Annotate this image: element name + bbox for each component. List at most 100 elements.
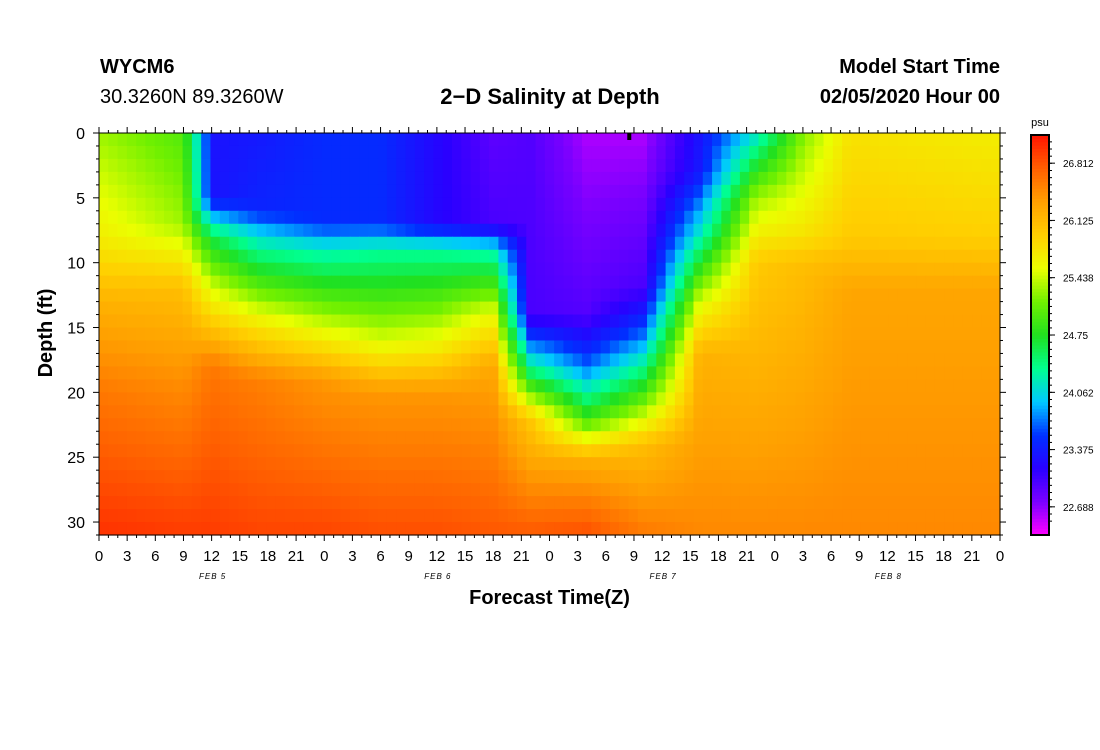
colorbar-segment bbox=[1031, 485, 1049, 489]
heatmap-cell bbox=[730, 483, 741, 497]
heatmap-cell bbox=[823, 470, 834, 484]
heatmap-cell bbox=[405, 288, 416, 303]
heatmap-cell bbox=[962, 223, 973, 238]
heatmap-cell bbox=[758, 366, 769, 380]
heatmap-cell bbox=[191, 366, 202, 380]
heatmap-cell bbox=[749, 340, 760, 355]
heatmap-cell bbox=[424, 444, 434, 458]
colorbar-tick-label: 23.375 bbox=[1063, 446, 1094, 457]
heatmap-cell bbox=[804, 509, 815, 523]
heatmap-cell bbox=[451, 522, 462, 536]
heatmap-cell bbox=[869, 522, 880, 536]
heatmap-cell bbox=[619, 509, 630, 523]
heatmap-cell bbox=[693, 392, 704, 406]
heatmap-cell bbox=[832, 405, 843, 419]
colorbar-tick-label: 25.438 bbox=[1063, 274, 1094, 285]
heatmap-cell bbox=[934, 444, 945, 458]
heatmap-cell bbox=[507, 158, 518, 173]
heatmap-cell bbox=[962, 379, 973, 393]
heatmap-cell bbox=[777, 470, 787, 484]
heatmap-cell bbox=[544, 171, 555, 186]
heatmap-cell bbox=[609, 301, 620, 316]
heatmap-cell bbox=[229, 314, 239, 329]
heatmap-cell bbox=[647, 133, 657, 147]
heatmap-cell bbox=[331, 522, 342, 536]
heatmap-cell bbox=[934, 353, 945, 368]
heatmap-cell bbox=[247, 184, 258, 199]
heatmap-cell bbox=[851, 133, 862, 147]
heatmap-cell bbox=[786, 405, 797, 419]
heatmap-cell bbox=[266, 197, 277, 212]
heatmap-cell bbox=[674, 340, 685, 355]
heatmap-cell bbox=[674, 223, 685, 238]
heatmap-cell bbox=[321, 262, 332, 277]
heatmap-cell bbox=[804, 431, 815, 445]
heatmap-cell bbox=[507, 340, 518, 355]
heatmap-cell bbox=[349, 496, 360, 510]
heatmap-cell bbox=[266, 249, 277, 264]
heatmap-cell bbox=[600, 171, 611, 186]
heatmap-cell bbox=[535, 496, 546, 510]
heatmap-cell bbox=[888, 379, 899, 393]
heatmap-cell bbox=[544, 522, 555, 536]
heatmap-cell bbox=[777, 418, 787, 432]
heatmap-cell bbox=[674, 431, 685, 445]
colorbar-segment bbox=[1031, 405, 1049, 409]
heatmap-cell bbox=[916, 184, 927, 199]
heatmap-cell bbox=[953, 223, 964, 238]
heatmap-cell bbox=[238, 262, 249, 277]
heatmap-cell bbox=[173, 457, 184, 471]
heatmap-cell bbox=[637, 431, 648, 445]
heatmap-cell bbox=[126, 158, 137, 173]
heatmap-cell bbox=[823, 288, 834, 303]
heatmap-cell bbox=[647, 314, 657, 329]
heatmap-cell bbox=[303, 366, 314, 380]
heatmap-cell bbox=[386, 366, 397, 380]
heatmap-cell bbox=[674, 418, 685, 432]
heatmap-cell bbox=[925, 340, 936, 355]
heatmap-cell bbox=[470, 197, 481, 212]
heatmap-cell bbox=[777, 405, 787, 419]
heatmap-cell bbox=[572, 522, 583, 536]
heatmap-cell bbox=[609, 418, 620, 432]
heatmap-cell bbox=[767, 197, 778, 212]
heatmap-cell bbox=[256, 470, 267, 484]
heatmap-cell bbox=[953, 457, 964, 471]
heatmap-cell bbox=[535, 236, 546, 251]
heatmap-cell bbox=[851, 418, 862, 432]
heatmap-cell bbox=[739, 522, 750, 536]
heatmap-cell bbox=[396, 405, 407, 419]
heatmap-cell bbox=[767, 457, 778, 471]
heatmap-cell bbox=[684, 405, 695, 419]
heatmap-cell bbox=[628, 418, 639, 432]
heatmap-cell bbox=[507, 249, 518, 264]
heatmap-cell bbox=[684, 249, 695, 264]
heatmap-cell bbox=[164, 366, 174, 380]
heatmap-cell bbox=[814, 470, 825, 484]
heatmap-cell bbox=[275, 457, 286, 471]
heatmap-cell bbox=[730, 444, 741, 458]
heatmap-cell bbox=[136, 470, 147, 484]
heatmap-cell bbox=[256, 223, 267, 238]
heatmap-cell bbox=[145, 483, 156, 497]
heatmap-cell bbox=[321, 145, 332, 160]
heatmap-cell bbox=[795, 249, 806, 264]
heatmap-cell bbox=[377, 353, 388, 368]
heatmap-cell bbox=[284, 197, 295, 212]
heatmap-cell bbox=[647, 171, 657, 186]
heatmap-cell bbox=[368, 327, 379, 342]
heatmap-cell bbox=[396, 470, 407, 484]
colorbar-segment bbox=[1031, 451, 1049, 456]
heatmap-cell bbox=[108, 301, 119, 316]
heatmap-cell bbox=[414, 184, 425, 199]
heatmap-cell bbox=[470, 288, 481, 303]
heatmap-cell bbox=[117, 418, 128, 432]
heatmap-cell bbox=[312, 262, 323, 277]
colorbar-segment bbox=[1031, 241, 1049, 246]
heatmap-cell bbox=[869, 288, 880, 303]
heatmap-cell bbox=[526, 444, 537, 458]
heatmap-cell bbox=[516, 431, 527, 445]
heatmap-cell bbox=[786, 158, 797, 173]
heatmap-cell bbox=[934, 133, 945, 147]
